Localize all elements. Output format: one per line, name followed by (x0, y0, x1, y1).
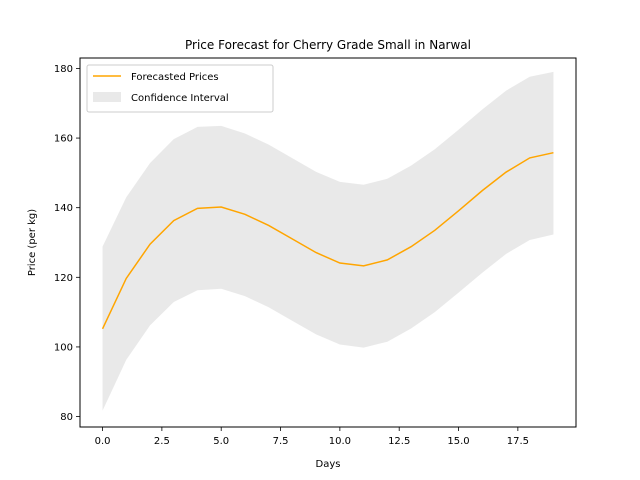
x-tick-label: 10.0 (329, 436, 351, 447)
legend: Forecasted Prices Confidence Interval (86, 64, 274, 113)
x-tick-label: 2.5 (154, 436, 170, 447)
y-tick-label: 160 (54, 134, 73, 145)
forecast-line (101, 151, 554, 330)
y-axis-label: Price (per kg) (27, 209, 38, 276)
legend-ci-label: Confidence Interval (131, 93, 229, 104)
legend-ci-swatch (93, 92, 121, 102)
x-tick-label: 17.5 (507, 436, 529, 447)
y-tick-label: 120 (54, 273, 73, 284)
chart-title: Price Forecast for Cherry Grade Small in… (185, 38, 471, 52)
x-axis: 0.0 2.5 5.0 7.5 10.0 12.5 15.0 17.5 (95, 427, 529, 447)
x-tick-label: 5.0 (213, 436, 229, 447)
confidence-interval-area (102, 71, 554, 411)
x-tick-label: 15.0 (447, 436, 469, 447)
y-axis: 80 100 120 140 160 180 (54, 64, 80, 423)
y-tick-label: 80 (60, 412, 73, 423)
legend-box (86, 64, 274, 113)
x-tick-label: 0.0 (95, 436, 111, 447)
plot-area (79, 57, 577, 428)
x-tick-label: 12.5 (388, 436, 410, 447)
x-axis-label: Days (316, 459, 341, 470)
x-tick-label: 7.5 (273, 436, 289, 447)
y-tick-label: 140 (54, 203, 73, 214)
plot-frame (79, 57, 577, 428)
y-tick-label: 180 (54, 64, 73, 75)
y-tick-label: 100 (54, 342, 73, 353)
legend-forecast-label: Forecasted Prices (131, 72, 219, 83)
